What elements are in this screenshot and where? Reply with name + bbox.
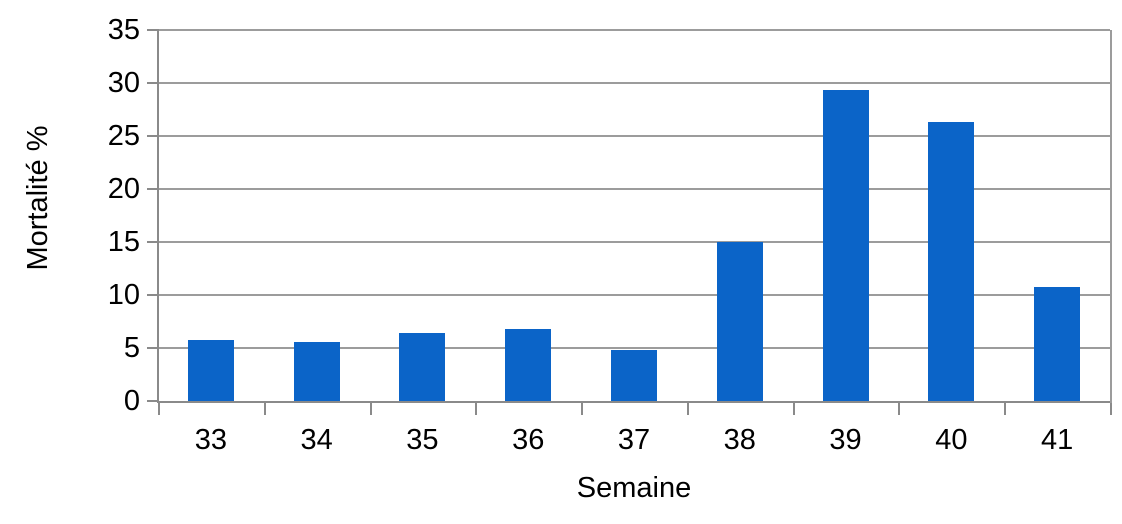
- bar: [822, 90, 869, 401]
- plot-area: [158, 29, 1110, 401]
- y-tick-label: 0: [123, 385, 140, 417]
- x-axis-tick: [898, 403, 901, 415]
- x-tick-label: 36: [512, 424, 545, 456]
- bar: [505, 328, 552, 401]
- gridline: [158, 29, 1110, 31]
- gridline: [158, 347, 1110, 349]
- x-axis-tick: [686, 403, 689, 415]
- y-axis-line: [157, 29, 159, 403]
- y-tick-label: 25: [107, 120, 140, 152]
- y-axis-tick: [147, 241, 157, 243]
- bar: [716, 242, 763, 401]
- y-axis-tick: [147, 400, 157, 402]
- x-axis-tick: [1110, 403, 1112, 415]
- bar: [187, 339, 234, 401]
- bar: [399, 333, 446, 401]
- gridline: [158, 188, 1110, 190]
- x-axis-tick: [792, 403, 795, 415]
- y-tick-label: 10: [107, 279, 140, 311]
- x-tick-label: 39: [829, 424, 862, 456]
- x-tick-label: 41: [1040, 424, 1074, 456]
- y-tick-label: 30: [107, 67, 140, 99]
- x-axis-tick: [1004, 403, 1007, 415]
- y-axis-tick: [147, 29, 157, 31]
- x-tick-label: 35: [406, 424, 439, 456]
- bar: [293, 341, 340, 401]
- x-tick-label: 40: [935, 424, 968, 456]
- y-axis-tick: [147, 188, 157, 190]
- bar: [928, 122, 975, 401]
- x-tick-label: 38: [723, 424, 756, 456]
- y-tick-label: 35: [107, 14, 140, 46]
- x-axis-line: [157, 401, 1112, 403]
- plot-right-border: [1110, 30, 1112, 403]
- y-tick-label: 15: [107, 226, 140, 258]
- x-axis-tick: [581, 403, 584, 415]
- x-axis-title: Semaine: [576, 472, 692, 504]
- x-tick-label: 33: [194, 424, 227, 456]
- y-tick-label: 20: [107, 173, 140, 205]
- y-tick-label: 5: [123, 332, 140, 364]
- gridline: [158, 82, 1110, 84]
- x-axis-tick: [475, 403, 478, 415]
- x-axis-tick: [158, 403, 160, 415]
- bar: [1034, 286, 1081, 401]
- x-axis-tick: [369, 403, 372, 415]
- gridline: [158, 241, 1110, 243]
- y-axis-tick: [147, 347, 157, 349]
- x-axis-tick: [263, 403, 266, 415]
- x-tick-label: 34: [300, 424, 333, 456]
- gridline: [158, 135, 1110, 137]
- y-axis-tick: [147, 294, 157, 296]
- bar: [611, 350, 657, 401]
- y-axis-tick: [147, 82, 157, 84]
- gridline: [158, 294, 1110, 296]
- x-tick-label: 37: [617, 424, 651, 456]
- y-axis-tick: [147, 135, 157, 137]
